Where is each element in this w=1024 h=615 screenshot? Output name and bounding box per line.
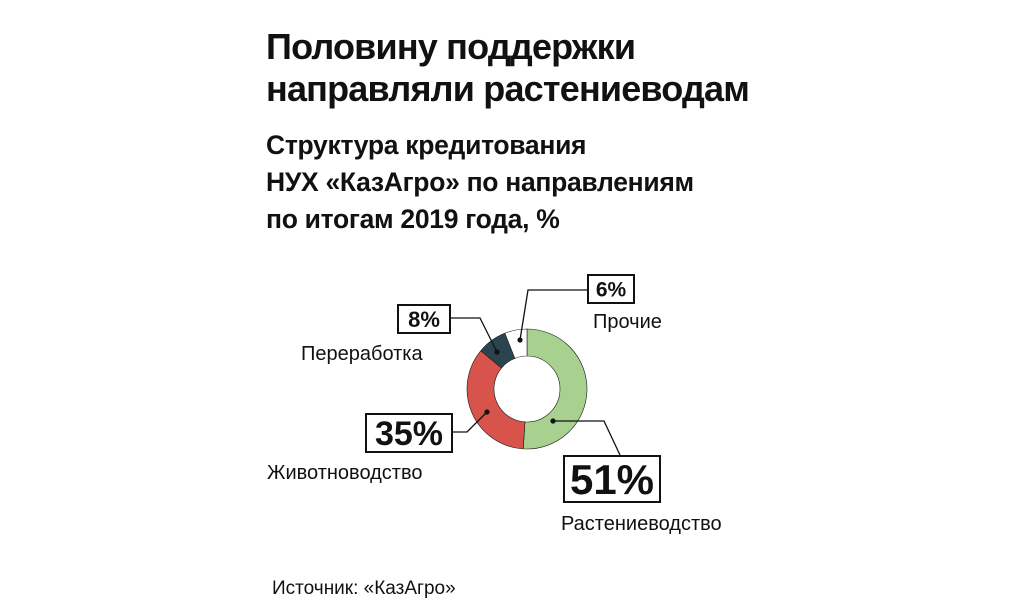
leader-line-0 [553,420,621,456]
value-label-1: 35% [375,415,443,453]
chart-title: Половину поддержки направляли растениево… [266,26,906,110]
value-box-3 [587,274,635,304]
leader-dot-0 [550,418,556,424]
leader-dot-2 [494,349,500,355]
leader-line-2 [450,317,498,353]
value-box-2 [397,304,451,334]
leader-dot-1 [484,409,490,415]
value-label-0: 51% [570,456,654,503]
value-label-2: 8% [408,307,440,332]
donut-slice-0 [522,328,588,450]
category-label-0: Растениеводство [561,513,722,535]
chart-title-line-1: Половину поддержки [266,26,636,67]
leader-dot-3 [517,337,523,343]
category-label-1: Животноводство [267,462,423,484]
chart-subtitle-line-2: НУХ «КазАгро» по направлениям [266,167,694,197]
source-note: Источник: «КазАгро» [272,578,456,599]
chart-subtitle: Структура кредитования НУХ «КазАгро» по … [266,127,906,238]
leader-line-3 [519,289,588,341]
chart-title-line-2: направляли растениеводам [266,68,750,109]
chart-subtitle-line-3: по итогам 2019 года, % [266,204,560,234]
category-label-2: Переработка [301,343,423,365]
value-box-0 [563,455,661,503]
value-box-1 [365,413,453,453]
category-label-3: Прочие [593,311,662,333]
donut-slice-1 [466,350,526,450]
value-label-3: 6% [596,279,627,302]
leader-line-1 [452,411,488,433]
donut-slice-3 [504,328,528,359]
chart-subtitle-line-1: Структура кредитования [266,130,587,160]
